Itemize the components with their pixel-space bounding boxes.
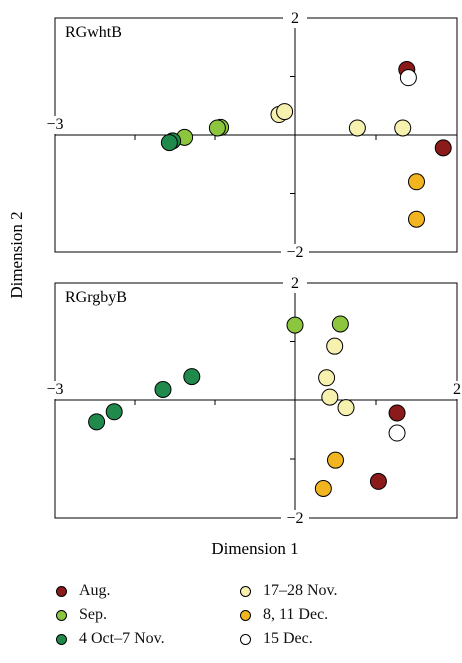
tick-label: −3 [46, 381, 63, 398]
panel-1: RGwhtB 2 −2 −3 [43, 10, 458, 262]
data-point [408, 173, 425, 191]
data-point [327, 451, 344, 469]
panel-title-bg [60, 285, 138, 307]
tick-label-bg [283, 275, 307, 293]
panel-title: RGrgbyB [65, 289, 127, 306]
tick-label: 2 [291, 10, 299, 27]
panel-2: RGrgbyB 2 −2 −3 2 [43, 275, 462, 528]
tick-label: −3 [46, 116, 63, 133]
data-point [318, 369, 336, 387]
data-point [105, 403, 123, 421]
y-axis-label: Dimension 2 [7, 211, 26, 298]
data-point [208, 119, 226, 137]
panel-title: RGwhtB [65, 24, 122, 41]
data-point [337, 399, 355, 417]
data-point [394, 119, 412, 137]
data-point [369, 472, 387, 490]
data-point [326, 337, 344, 355]
data-point [160, 134, 178, 152]
data-point [408, 210, 425, 228]
data-point [321, 388, 339, 406]
tick-label: 2 [291, 275, 299, 292]
data-point [331, 315, 349, 333]
tick-label-bg [283, 10, 307, 28]
data-point [183, 368, 201, 386]
data-point [276, 103, 294, 121]
panel-title-bg [60, 20, 138, 42]
data-point [388, 424, 406, 442]
tick-label-bg [43, 381, 67, 399]
data-point [154, 380, 172, 398]
tick-label-bg [43, 116, 67, 134]
tick-label-bg [281, 244, 309, 262]
data-point [434, 139, 452, 157]
tick-label: −2 [286, 244, 303, 261]
data-point [314, 480, 332, 497]
tick-label-bg [281, 510, 309, 528]
data-point [399, 69, 417, 87]
x-axis-label: Dimension 1 [211, 539, 298, 558]
tick-label: 2 [453, 381, 461, 398]
tick-label: −2 [286, 510, 303, 527]
tick-label-bg [450, 381, 462, 399]
data-point [348, 119, 366, 137]
data-point [88, 413, 106, 431]
data-point [286, 316, 304, 334]
data-point [388, 404, 406, 422]
